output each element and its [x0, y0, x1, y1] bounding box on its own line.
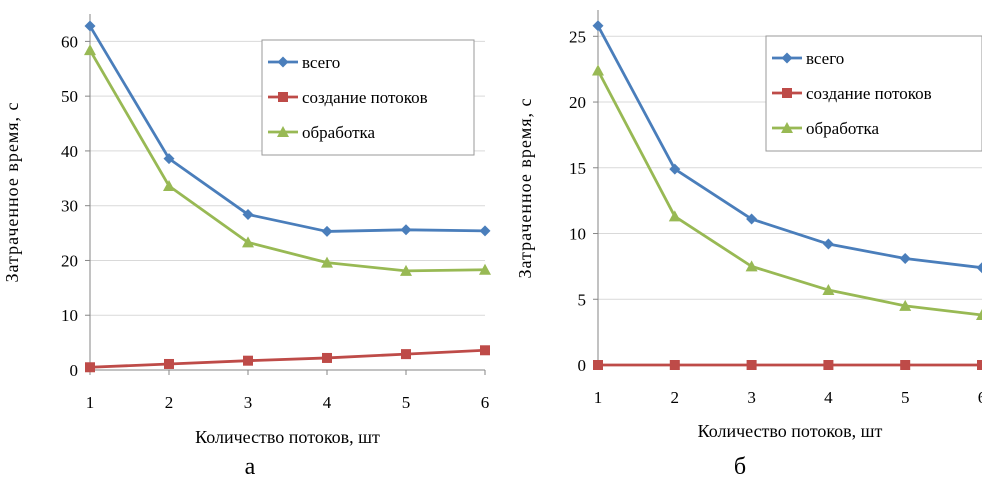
data-point-0 [592, 20, 604, 32]
data-point-1 [164, 358, 174, 369]
data-point-2 [84, 44, 96, 56]
data-point-0 [669, 163, 681, 175]
legend-label-0: всего [806, 49, 844, 68]
data-point-2 [400, 264, 412, 276]
y-tick-label: 25 [569, 27, 586, 46]
series-line-0 [596, 25, 982, 270]
data-point-1 [480, 345, 490, 356]
data-point-0 [899, 253, 911, 264]
data-point-0 [479, 225, 491, 237]
y-tick-label: 60 [61, 32, 78, 51]
legend-label-2: обработка [302, 123, 376, 142]
x-tick-label: 2 [671, 388, 680, 407]
legend-marker-1 [278, 92, 288, 102]
series-line-0 [88, 25, 486, 233]
data-point-1 [322, 352, 332, 363]
x-tick-label: 6 [481, 393, 490, 412]
legend-label-0: всего [302, 53, 340, 72]
series-line-2 [88, 49, 486, 273]
y-axis-title: Затраченное время, с [515, 97, 535, 278]
x-tick-label: 5 [901, 388, 910, 407]
y-tick-label: 20 [61, 251, 78, 270]
x-axis-title: Количество потоков, шт [698, 421, 883, 441]
data-point-2 [242, 236, 254, 248]
y-tick-label: 10 [569, 225, 586, 244]
chart-caption: б [734, 454, 746, 480]
data-point-1 [243, 355, 253, 366]
data-point-1 [900, 360, 911, 370]
legend-marker-1 [782, 88, 792, 98]
y-tick-label: 5 [578, 290, 587, 309]
data-point-2 [321, 256, 333, 268]
legend-label-1: создание потоков [806, 84, 932, 103]
legend-marker-2 [781, 122, 793, 133]
data-point-2 [163, 179, 175, 191]
data-point-2 [592, 64, 604, 76]
series-line-1 [89, 348, 486, 369]
data-point-2 [745, 260, 758, 272]
data-point-0 [746, 213, 758, 225]
y-tick-label: 30 [61, 197, 78, 216]
data-point-0 [84, 20, 96, 32]
data-point-2 [479, 263, 491, 275]
legend-marker-0 [781, 52, 793, 64]
chart-b: 0 5 10 15 20 25 1 2 3 4 5 6 Затраченное время, с Коли… [515, 10, 982, 480]
x-tick-label: 6 [978, 388, 982, 407]
x-axis-title: Количество потоков, шт [195, 427, 380, 447]
legend-marker-0 [277, 56, 289, 68]
data-point-1 [593, 360, 603, 370]
data-point-1 [746, 360, 757, 370]
x-tick-label: 5 [402, 393, 411, 412]
y-tick-label: 0 [70, 361, 79, 380]
legend-label-1: создание потоков [302, 88, 428, 107]
y-tick-label: 15 [569, 159, 586, 178]
data-point-1 [977, 360, 982, 370]
data-point-0 [163, 153, 175, 165]
y-tick-label: 20 [569, 93, 586, 112]
data-point-0 [822, 238, 834, 250]
y-tick-label: 40 [61, 142, 78, 161]
x-tick-label: 1 [86, 393, 95, 412]
data-point-2 [976, 309, 982, 321]
chart-caption: а [245, 454, 256, 480]
data-point-1 [401, 349, 411, 360]
data-point-0 [321, 225, 333, 237]
data-point-2 [668, 210, 681, 222]
data-point-1 [85, 362, 95, 373]
data-point-1 [823, 360, 834, 370]
data-point-2 [822, 284, 835, 296]
series-line-2 [596, 69, 982, 317]
legend-marker-2 [277, 126, 289, 137]
y-tick-label: 0 [578, 356, 587, 375]
legend-label-2: обработка [806, 119, 880, 138]
x-tick-label: 3 [244, 393, 253, 412]
chart-a: 0 10 20 30 40 50 60 1 2 3 4 5 6 Затраченное время, с К… [2, 14, 491, 480]
data-point-0 [400, 224, 412, 236]
y-tick-label: 50 [61, 87, 78, 106]
y-tick-label: 10 [61, 306, 78, 325]
x-tick-label: 4 [824, 388, 833, 407]
x-tick-label: 3 [747, 388, 756, 407]
data-point-0 [976, 262, 982, 274]
data-point-1 [669, 360, 680, 370]
y-axis-title: Затраченное время, с [2, 101, 22, 282]
x-tick-label: 4 [323, 393, 332, 412]
data-point-2 [899, 299, 912, 311]
x-tick-label: 2 [165, 393, 174, 412]
x-tick-label: 1 [594, 388, 603, 407]
data-point-0 [242, 208, 254, 220]
